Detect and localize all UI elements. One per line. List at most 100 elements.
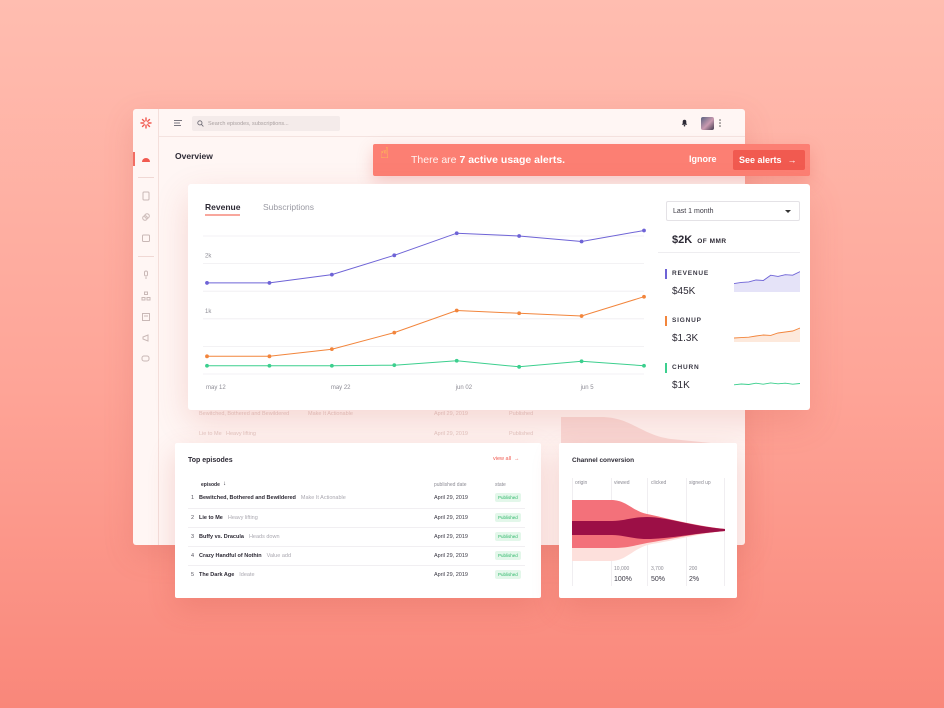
data-point [642, 294, 646, 299]
top-bar [159, 109, 745, 137]
report-icon[interactable] [141, 312, 151, 322]
tab-revenue[interactable]: Revenue [205, 202, 241, 216]
sparkline-line [734, 271, 800, 285]
column-divider [724, 478, 725, 586]
sparkline-area [734, 328, 800, 342]
episode-name: Buffy vs. Dracula Heads down [199, 534, 280, 540]
hierarchy-icon[interactable] [141, 291, 151, 301]
calendar-icon[interactable] [141, 233, 151, 243]
count-viewed: 10,000 [614, 566, 630, 572]
logo-icon [140, 117, 152, 129]
percent-viewed: 100% [614, 576, 632, 583]
view-all-label: view all [493, 456, 512, 462]
episode-subtitle: Ideate [239, 572, 255, 578]
search-bar[interactable] [192, 116, 340, 131]
table-row[interactable]: 4 Crazy Handful of Nothin Value add April… [188, 546, 525, 565]
ghost-row-date: April 29, 2019 [434, 431, 468, 437]
data-point [579, 314, 584, 318]
row-number: 2 [191, 515, 195, 521]
column-header-date[interactable]: published date [434, 482, 467, 488]
document-icon[interactable] [141, 191, 151, 201]
episode-name: Crazy Handful of Nothin Value add [199, 553, 291, 559]
percent-signed-up: 2% [689, 576, 700, 583]
y-tick-label: 1k [205, 309, 212, 315]
top-episodes-card: Top episodes view all → episode ↓ publish… [175, 443, 541, 598]
table-row[interactable]: 5 The Dark Age Ideate April 29, 2019 Publ… [188, 565, 525, 584]
view-all-link[interactable]: view all → [493, 456, 520, 462]
table-row[interactable]: 1 Bewitched, Bothered and Bewildered Make… [188, 489, 525, 508]
dashboard-icon[interactable] [141, 154, 151, 164]
metric-label: SIGNUP [672, 317, 702, 324]
metric-label: CHURN [672, 364, 700, 371]
episode-title: Bewitched, Bothered and Bewildered [199, 495, 296, 501]
more-options-icon[interactable] [718, 118, 722, 128]
microphone-icon[interactable] [141, 270, 151, 280]
x-tick-label: may 22 [331, 385, 351, 391]
episode-subtitle: Heavy lifting [227, 515, 258, 521]
see-alerts-button[interactable]: See alerts → [733, 150, 805, 170]
data-point [267, 363, 272, 368]
sidebar-divider [138, 177, 154, 178]
series-line-0 [207, 230, 645, 284]
megaphone-icon[interactable] [141, 333, 151, 343]
metric-color-bar [665, 269, 667, 279]
sidebar-divider [138, 256, 154, 257]
avatar[interactable] [701, 117, 714, 130]
episode-subtitle: Value add [266, 553, 292, 559]
sort-down-icon[interactable]: ↓ [223, 481, 226, 487]
link-icon[interactable] [141, 212, 151, 222]
table-row[interactable]: 3 Buffy vs. Dracula Heads down April 29, … [188, 527, 525, 546]
status-badge: Published [495, 570, 521, 579]
data-point [205, 354, 209, 359]
mmr-suffix: OF MMR [697, 238, 727, 245]
status-badge: Published [495, 493, 521, 502]
ignore-button[interactable]: Ignore [689, 154, 717, 164]
data-point [267, 354, 272, 359]
data-point [205, 281, 209, 285]
column-origin: origin [575, 480, 588, 486]
column-header-state[interactable]: state [495, 482, 506, 488]
sparkline-revenue [734, 271, 800, 292]
row-number: 4 [191, 553, 195, 559]
data-point [267, 281, 272, 285]
x-tick-label: may 12 [206, 385, 226, 391]
data-point [329, 363, 334, 368]
sparkline-line [734, 327, 800, 339]
episode-name: The Dark Age Ideate [199, 572, 255, 578]
ghost-row-sub: Heavy lifting [226, 431, 256, 437]
x-tick-label: jun 02 [455, 385, 473, 391]
column-signed-up: signed up [689, 480, 711, 486]
tab-subscriptions[interactable]: Subscriptions [263, 202, 315, 212]
bell-icon[interactable] [680, 118, 689, 127]
chat-icon[interactable] [141, 354, 151, 364]
episode-subtitle: Heads down [248, 534, 280, 540]
search-input[interactable] [208, 120, 333, 127]
search-icon [197, 120, 204, 127]
revenue-line-chart: 2k 1k may 12 may 22 jun 02 jun 5 [203, 228, 646, 391]
alert-message-prefix: There are [411, 154, 460, 166]
episode-name: Bewitched, Bothered and Bewildered Make I… [199, 495, 346, 501]
row-number: 1 [191, 495, 195, 501]
column-header-episode[interactable]: episode [201, 482, 220, 488]
conversion-funnel [572, 500, 725, 561]
date-range-select[interactable]: Last 1 month [666, 201, 800, 221]
sidebar-active-indicator [133, 152, 135, 166]
published-date: April 29, 2019 [434, 534, 468, 540]
data-point [517, 234, 522, 238]
row-number: 3 [191, 534, 195, 540]
data-point [392, 330, 397, 335]
episode-title: The Dark Age [199, 572, 235, 578]
ghost-row-sub: Make It Actionable [308, 411, 353, 417]
published-date: April 29, 2019 [434, 572, 468, 578]
data-point [454, 358, 459, 363]
data-point [642, 363, 646, 368]
alert-message: There are 7 active usage alerts. [411, 154, 565, 166]
metric-value: $1.3K [672, 333, 699, 344]
card-title: Top episodes [188, 457, 233, 464]
menu-icon[interactable] [174, 120, 182, 126]
episode-name: Lie to Me Heavy lifting [199, 515, 258, 521]
table-row[interactable]: 2 Lie to Me Heavy lifting April 29, 2019 … [188, 508, 525, 527]
metric-color-bar [665, 363, 667, 373]
metric-value: $45K [672, 286, 696, 297]
mmr-value: $2K [672, 234, 693, 246]
